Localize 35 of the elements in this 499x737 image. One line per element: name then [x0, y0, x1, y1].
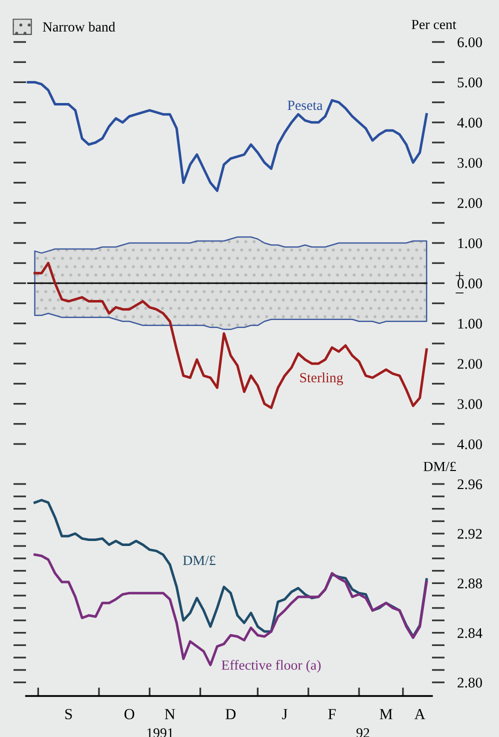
line-series [34, 262, 428, 410]
y-tick-label: 3.00 [458, 399, 482, 410]
x-tick-label: F [328, 709, 336, 720]
y-tick-label: 5.00 [458, 78, 482, 88]
series-label: Sterling [300, 372, 344, 386]
y-tick-label: 6.00 [458, 37, 482, 48]
x-tick-label: A [414, 709, 426, 720]
x-tick-label: J [282, 709, 288, 720]
x-tick-label: S [65, 708, 72, 720]
x-tick-label: N [164, 709, 176, 720]
x-tick-label: O [124, 708, 134, 720]
series-label: DM/£ [183, 556, 216, 566]
y-tick-label: 1.00 [458, 318, 482, 329]
y-tick-label: 4.00 [457, 118, 482, 128]
y-tick-label: 2.88 [458, 578, 482, 588]
y-axis-title: DM/£ [424, 462, 456, 472]
y-tick-label: 2.00 [458, 358, 482, 369]
y-tick-label: 2.80 [458, 678, 482, 688]
y-tick-label: 4.00 [457, 439, 482, 450]
text: − [456, 292, 464, 294]
y-tick-label: 0.00 [458, 278, 482, 288]
x-tick-label: D [226, 709, 236, 720]
y-axis-title: Per cent [412, 20, 456, 30]
line-series [26, 80, 428, 192]
y-tick-label: 2.96 [458, 479, 482, 490]
y-tick-label: 2.84 [458, 628, 482, 638]
text: Narrow band [42, 22, 116, 32]
series-label: Peseta [288, 100, 323, 110]
series-label: Effective floor (a) [222, 660, 321, 673]
y-tick-label: 1.00 [458, 238, 482, 248]
y-tick-label: 3.00 [458, 158, 482, 168]
y-tick-label: 2.92 [458, 528, 482, 539]
y-tick-label: 2.00 [458, 198, 482, 208]
x-tick-label: M [380, 709, 392, 720]
text: + [456, 272, 464, 280]
